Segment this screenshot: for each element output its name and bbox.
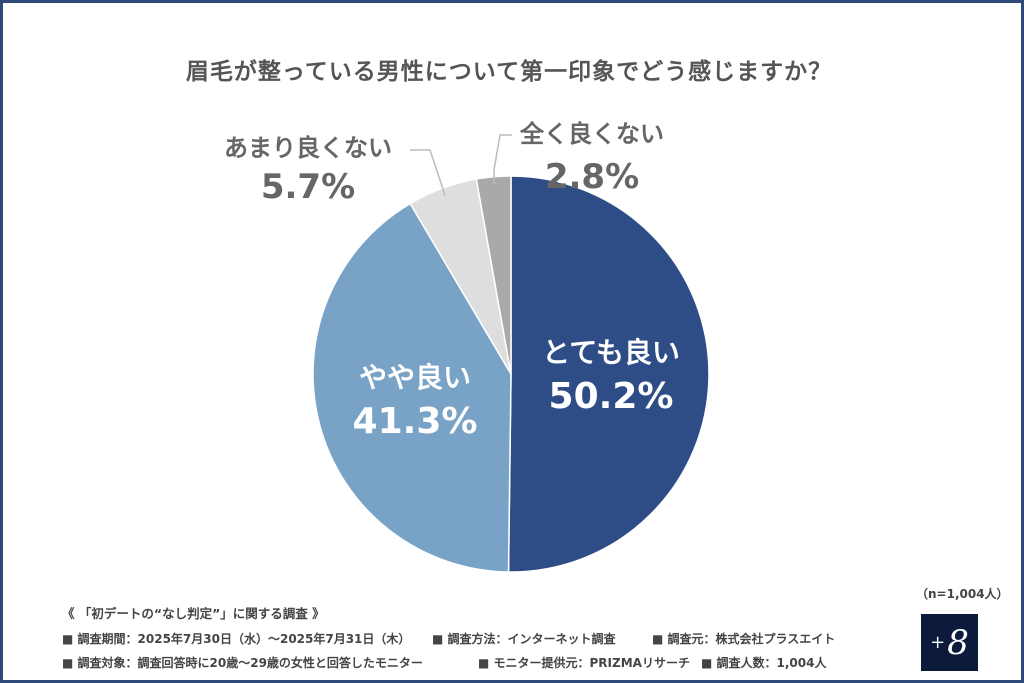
survey-provider: ■ モニター提供元：PRIZMAリサーチ: [478, 656, 690, 670]
slice-label-2: あまり良くない: [224, 134, 392, 162]
plus8-logo: +8: [921, 614, 978, 671]
slice-value-0: 50.2%: [549, 376, 674, 417]
slice-label-0: とても良い: [542, 336, 680, 369]
slice-value-1: 41.3%: [353, 401, 478, 442]
pie-slice-1: [312, 202, 512, 573]
survey-heading: 《 「初デートの“なし判定”」に関する調査 》: [62, 606, 325, 621]
slice-label-3: 全く良くない: [519, 120, 664, 148]
survey-method: ■ 調査方法：インターネット調査: [432, 632, 616, 646]
survey-count: ■ 調査人数：1,004人: [701, 656, 827, 670]
slice-label-1: やや良い: [359, 361, 471, 394]
slice-value-3: 2.8%: [545, 157, 639, 197]
chart-title: 眉毛が整っている男性について第一印象でどう感じますか？: [185, 59, 833, 85]
survey-period: ■ 調査期間：2025年7月30日（水）～2025年7月31日（木）: [62, 632, 411, 646]
sample-size: （n=1,004人）: [916, 587, 1009, 601]
leader-line-3: [493, 134, 512, 185]
leader-line-2: [410, 149, 446, 197]
pie-slice-0: [507, 175, 710, 573]
survey-target: ■ 調査対象：調査回答時に20歳～29歳の女性と回答したモニター: [62, 656, 423, 670]
survey-source: ■ 調査元：株式会社プラスエイト: [652, 632, 836, 646]
slice-value-2: 5.7%: [261, 167, 355, 207]
